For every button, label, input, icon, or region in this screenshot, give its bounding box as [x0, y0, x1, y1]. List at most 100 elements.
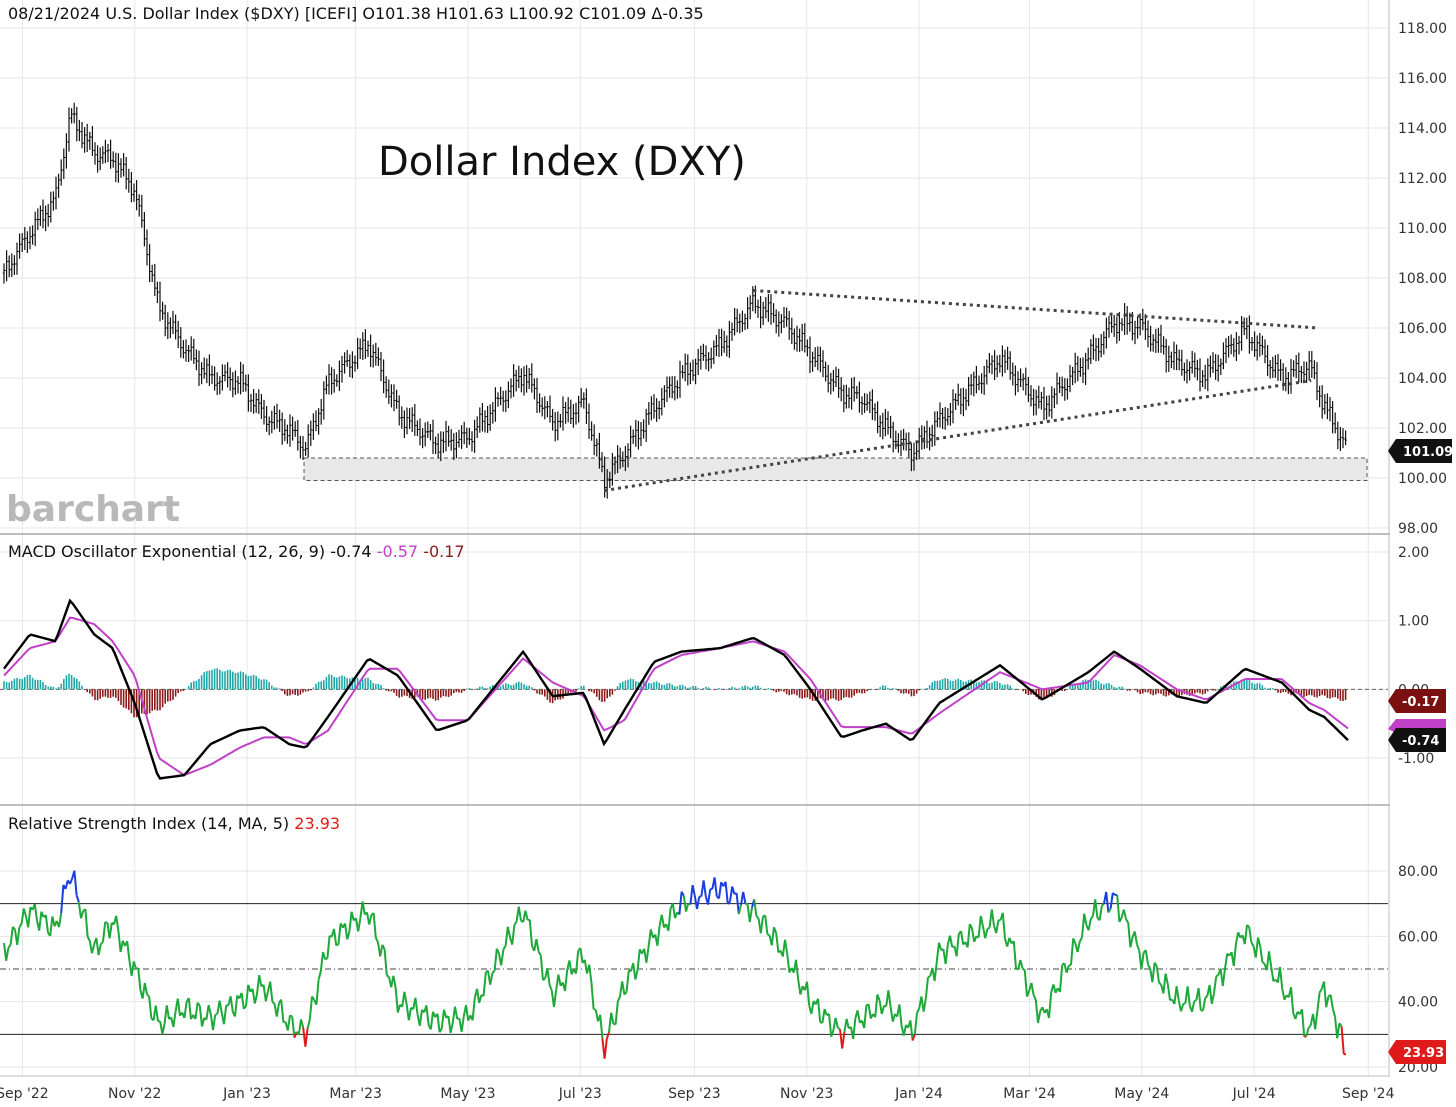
rsi-line-segment [977, 915, 982, 938]
rsi-line-segment [1116, 894, 1121, 923]
rsi-line-segment [1118, 917, 1123, 923]
rsi-line-segment [506, 926, 511, 938]
rsi-line-segment [1166, 984, 1171, 1001]
rsi-line-segment [491, 970, 496, 974]
time-tick-label: Jul '23 [558, 1086, 602, 1102]
rsi-line-segment [649, 929, 654, 939]
rsi-line-segment [1254, 937, 1259, 958]
rsi-line-segment [1318, 988, 1323, 993]
rsi-line-segment [984, 928, 989, 939]
rsi-line-segment [253, 994, 258, 1004]
time-tick-label: Jul '24 [1232, 1086, 1276, 1102]
rsi-line-segment [744, 902, 749, 906]
rsi-line-segment [1155, 966, 1160, 983]
rsi-line-segment [539, 955, 544, 981]
rsi-line-segment [454, 1006, 459, 1020]
rsi-line-segment [922, 998, 927, 1012]
rsi-line-segment [590, 982, 595, 1010]
rsi-line-segment [1305, 1027, 1310, 1037]
rsi-line-segment [1202, 997, 1207, 1011]
rsi-line-segment [271, 1001, 276, 1005]
rsi-line-segment [324, 957, 328, 961]
rsi-line-segment [286, 1015, 291, 1031]
rsi-line-segment [702, 880, 707, 897]
rsi-line-segment [429, 1011, 434, 1030]
rsi-line-segment [949, 935, 954, 948]
rsi-tick-label: 60.00 [1398, 929, 1438, 945]
rsi-line-segment [297, 1019, 302, 1036]
rsi-line-segment [938, 942, 943, 951]
macd-value-tag: -0.74 [1388, 728, 1446, 752]
rsi-line-segment [927, 975, 931, 979]
rsi-line-segment [955, 933, 960, 957]
rsi-line-segment [1290, 987, 1295, 1013]
rsi-line-segment [1048, 992, 1053, 1019]
rsi-line-segment [1250, 941, 1255, 947]
time-tick-label: May '24 [1114, 1086, 1169, 1102]
rsi-line-segment [682, 895, 687, 912]
rsi-line-segment [198, 1005, 203, 1027]
rsi-line-segment [1076, 941, 1081, 953]
rsi-line-segment [603, 1038, 608, 1059]
rsi-line-segment [1193, 999, 1197, 1003]
rsi-line-segment [1338, 1022, 1343, 1028]
rsi-line-segment [542, 977, 546, 981]
rsi-line-segment [1021, 967, 1026, 972]
rsi-line-segment [579, 947, 584, 964]
rsi-line-segment [500, 949, 505, 966]
macd-label: MACD Oscillator Exponential [8, 542, 236, 561]
trendlines [603, 289, 1319, 492]
rsi-line-segment [194, 1002, 199, 1020]
rsi-line-segment [1186, 986, 1191, 1006]
rsi-line-segment [126, 940, 131, 961]
rsi-line-segment [1307, 1024, 1312, 1029]
rsi-line-segment [350, 911, 355, 921]
rsi-line-segment [876, 994, 881, 1001]
rsi-line-segment [1221, 968, 1226, 986]
rsi-line-segment [18, 922, 23, 928]
rsi-line-segment [161, 1023, 166, 1035]
rsi-line-segment [1083, 913, 1088, 926]
rsi-line-segment [172, 1011, 177, 1028]
rsi-line-segment [502, 945, 507, 951]
rsi-line-segment [852, 1017, 857, 1040]
rsi-line-segment [148, 996, 153, 1019]
rsi-line-segment [130, 961, 135, 976]
rsi-line-segment [1125, 918, 1130, 924]
rsi-line-segment [971, 928, 976, 943]
rsi-line-segment [1034, 999, 1039, 1024]
rsi-line-segment [1316, 992, 1321, 1012]
rsi-line-segment [1224, 953, 1229, 969]
rsi-line-segment [207, 1004, 212, 1015]
macd-value: -0.74 [330, 542, 371, 561]
rsi-line-segment [315, 979, 320, 1005]
rsi-line-segment [425, 1005, 430, 1026]
rsi-line-segment [909, 1020, 914, 1041]
rsi-line-segment [755, 915, 760, 920]
rsi-line-segment [1140, 952, 1145, 970]
rsi-line-segment [258, 974, 263, 987]
macd-hist-value: -0.17 [423, 542, 464, 561]
header-change: Δ-0.35 [651, 4, 703, 23]
rsi-line-segment [280, 999, 285, 1023]
rsi-line-segment [1133, 931, 1138, 945]
rsi-line-segment [1030, 982, 1035, 996]
rsi-line-segment [289, 1014, 293, 1018]
rsi-line-segment [647, 929, 652, 947]
rsi-line-segment [1153, 962, 1158, 967]
rsi-line-segment [12, 926, 16, 931]
rsi-line-segment [916, 1008, 921, 1014]
rsi-params: (14, MA, 5) [201, 814, 289, 833]
rsi-value-tag: 23.93 [1388, 1040, 1446, 1064]
rsi-line-segment [713, 877, 718, 897]
rsi-line-segment [753, 899, 758, 916]
rsi-line-segment [1182, 1002, 1186, 1005]
rsi-line-segment [557, 974, 562, 986]
rsi-line-segment [605, 1031, 610, 1040]
rsi-line-segment [511, 924, 516, 945]
rsi-line-segment [234, 995, 239, 1017]
rsi-line-segment [1268, 951, 1273, 967]
rsi-line-segment [775, 932, 780, 953]
price-tick-label: 118.00 [1398, 21, 1447, 37]
rsi-line-segment [990, 909, 995, 926]
